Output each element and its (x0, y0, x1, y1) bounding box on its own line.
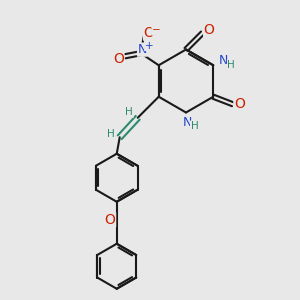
Text: O: O (144, 26, 154, 40)
Text: N: N (183, 116, 192, 129)
Text: N: N (137, 43, 147, 56)
Text: O: O (204, 23, 214, 37)
Text: O: O (113, 52, 124, 66)
Text: +: + (145, 41, 153, 51)
Text: −: − (152, 25, 161, 35)
Text: H: H (107, 129, 115, 139)
Text: H: H (227, 60, 235, 70)
Text: H: H (190, 121, 198, 131)
Text: H: H (125, 107, 133, 117)
Text: N: N (219, 54, 229, 67)
Text: O: O (234, 97, 245, 111)
Text: O: O (105, 213, 116, 227)
